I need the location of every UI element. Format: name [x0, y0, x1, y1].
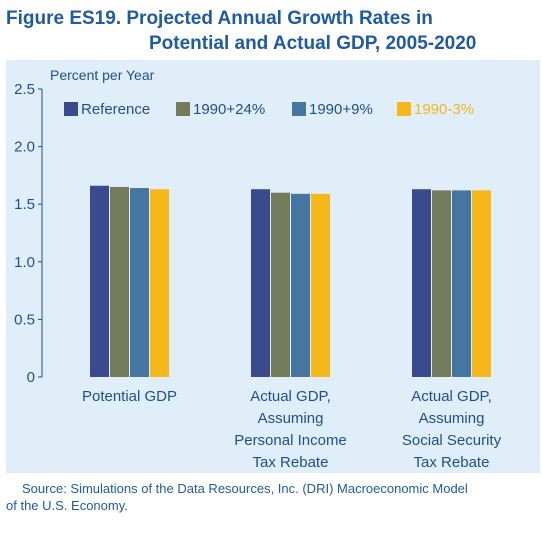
y-tick-label: 0: [27, 369, 35, 386]
chart-title-line-2: Potential and Actual GDP, 2005-2020: [149, 33, 477, 54]
chart-title-line-1: Figure ES19. Projected Annual Growth Rat…: [6, 8, 433, 29]
chart-title: Figure ES19. Projected Annual Growth Rat…: [6, 6, 536, 56]
category-label: Social Security: [402, 432, 502, 449]
legend-label: 1990+9%: [309, 101, 373, 118]
category-label: Actual GDP,: [411, 388, 492, 405]
category-label: Assuming: [258, 410, 324, 427]
bar: [432, 190, 451, 377]
bar: [472, 190, 491, 377]
bar: [90, 185, 109, 377]
bar: [150, 189, 169, 377]
category-label: Personal Income: [234, 432, 347, 449]
legend-label: Reference: [81, 101, 150, 118]
y-tick-label: 0.5: [14, 311, 35, 328]
bar: [452, 190, 471, 377]
bar: [271, 192, 290, 377]
legend-swatch: [397, 102, 411, 116]
bar: [110, 186, 129, 377]
legend-label: 1990-3%: [414, 101, 474, 118]
y-axis-label: Percent per Year: [50, 67, 155, 83]
category-label: Tax Rebate: [414, 454, 490, 471]
legend-swatch: [176, 102, 190, 116]
legend-swatch: [292, 102, 306, 116]
y-tick-label: 2.5: [14, 81, 35, 98]
category-label: Tax Rebate: [253, 454, 329, 471]
source-line-1: Source: Simulations of the Data Resource…: [22, 481, 468, 496]
category-label: Actual GDP,: [250, 388, 331, 405]
bar: [311, 193, 330, 377]
legend-swatch: [64, 102, 78, 116]
legend-label: 1990+24%: [193, 101, 265, 118]
y-tick-label: 2.0: [14, 139, 35, 156]
bar: [130, 188, 149, 377]
category-label: Potential GDP: [82, 388, 177, 405]
source-note: Source: Simulations of the Data Resource…: [6, 480, 540, 514]
bar: [251, 189, 270, 377]
source-line-2: of the U.S. Economy.: [6, 498, 128, 513]
category-label: Assuming: [419, 410, 485, 427]
y-tick-label: 1.0: [14, 254, 35, 271]
y-tick-label: 1.5: [14, 196, 35, 213]
bar: [412, 189, 431, 377]
bar: [291, 193, 310, 377]
